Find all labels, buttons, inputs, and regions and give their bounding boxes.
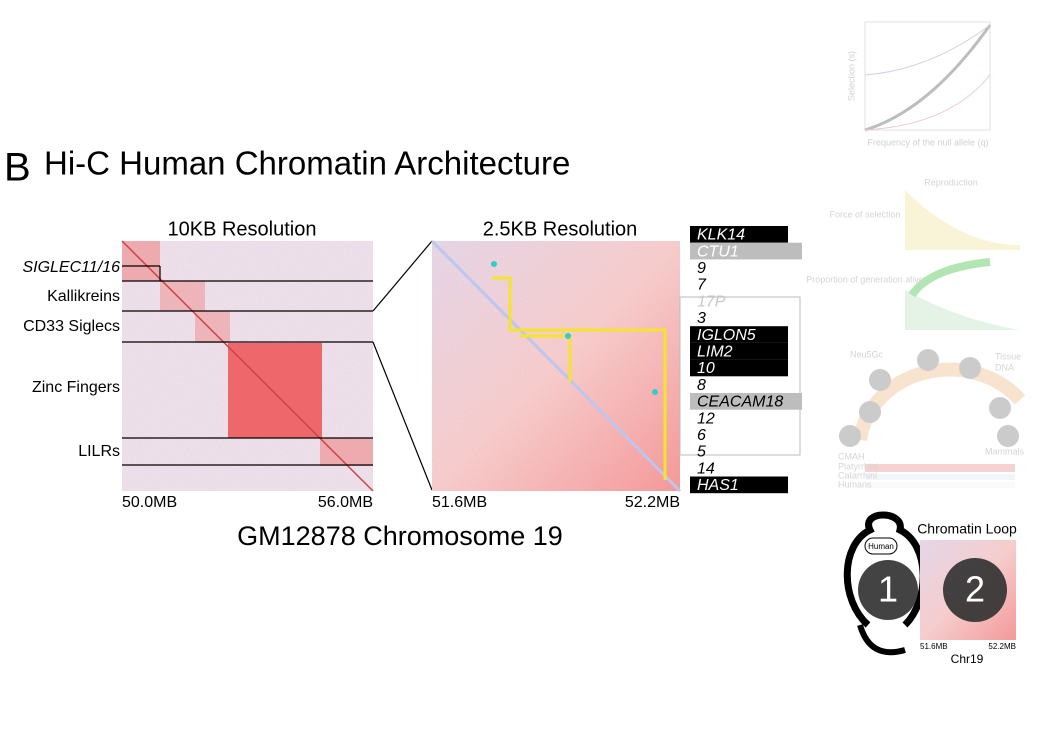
region-label: Zinc Fingers xyxy=(32,379,120,396)
axis-label: 51.6MB xyxy=(920,642,948,651)
thumbnail-reproduction: Reproduction Force of selection Proporti… xyxy=(806,177,1020,330)
axis-title: Selection (s) xyxy=(846,51,856,101)
thumb-label: Force of selection xyxy=(829,209,900,219)
panel-title: 2.5KB Resolution xyxy=(483,218,638,240)
axis-label: 50.0MB xyxy=(122,494,177,511)
gene-highlight xyxy=(690,242,802,260)
axis-label: 51.6MB xyxy=(432,494,487,511)
gene-label: 17P xyxy=(697,293,726,310)
row-label: CMAH xyxy=(838,451,865,461)
heatmap-10kb xyxy=(121,240,374,492)
axis-title: Frequency of the null allele (q) xyxy=(867,137,988,147)
thumbnail-selection: Frequency of the null allele (q) Selecti… xyxy=(846,21,992,147)
gene-label: 10 xyxy=(697,360,715,377)
gene-label: LIM2 xyxy=(697,343,733,360)
gene-label: CTU1 xyxy=(697,243,739,260)
gene-bracket xyxy=(679,296,801,456)
legend-label: Tissue xyxy=(995,351,1021,361)
gene-label: 14 xyxy=(697,460,715,477)
legend-label: DNA xyxy=(995,362,1014,372)
gene-label: 7 xyxy=(697,277,707,294)
row-label: Catarrhini xyxy=(838,470,877,480)
thumb-title: Chromatin Loop xyxy=(917,521,1017,537)
figure-title: Hi-C Human Chromatin Architecture xyxy=(44,145,570,182)
gene-label: 6 xyxy=(697,427,706,444)
thumbnail-loop: Human 1 2 Chromatin Loop 51.6MB 52.2MB C… xyxy=(843,511,1017,666)
gene-highlight xyxy=(690,226,788,243)
gene-label: 3 xyxy=(697,310,706,327)
loop-tag: Human xyxy=(868,542,894,551)
heatmap-2-5kb xyxy=(430,239,682,493)
gene-highlight xyxy=(690,476,788,494)
row-label: Mammals xyxy=(985,446,1025,456)
axis-label: 52.2MB xyxy=(988,642,1016,651)
panel-letter: B xyxy=(4,146,31,190)
step-number: 1 xyxy=(878,569,898,610)
axis-label: 56.0MB xyxy=(318,494,373,511)
region-label: Kallikreins xyxy=(47,288,120,305)
thumb-title: Reproduction xyxy=(924,177,978,187)
row-label: Platyrrhini xyxy=(838,461,878,471)
thumb-label: Proportion of generation alive xyxy=(806,274,924,284)
gene-label: 12 xyxy=(697,410,715,427)
panel-title: 10KB Resolution xyxy=(168,218,317,240)
axis-title: Chr19 xyxy=(951,652,984,666)
thumb-title: Neu5Gc xyxy=(850,349,884,359)
step-number: 2 xyxy=(965,569,985,610)
region-label: CD33 Siglecs xyxy=(23,318,120,335)
gene-highlight xyxy=(690,359,788,377)
gene-highlight xyxy=(690,393,802,410)
gene-label: 8 xyxy=(697,377,706,394)
gene-label: IGLON5 xyxy=(697,327,756,344)
region-label: SIGLEC11/16 xyxy=(22,259,120,276)
region-label: LILRs xyxy=(78,443,120,460)
gene-highlight xyxy=(690,342,788,360)
gene-label: 9 xyxy=(697,260,706,277)
gene-label: HAS1 xyxy=(697,477,739,494)
gene-label: CEACAM18 xyxy=(697,394,783,411)
axis-label: 52.2MB xyxy=(625,494,680,511)
gene-highlight xyxy=(690,326,788,343)
thumbnail-neu5gc: Neu5Gc Tissue DNA CMAH Platyrrhini Catar… xyxy=(838,349,1026,489)
row-label: Humans xyxy=(838,479,872,489)
caption: GM12878 Chromosome 19 xyxy=(237,521,563,551)
gene-label: KLK14 xyxy=(697,227,745,244)
gene-label: 5 xyxy=(697,444,706,461)
